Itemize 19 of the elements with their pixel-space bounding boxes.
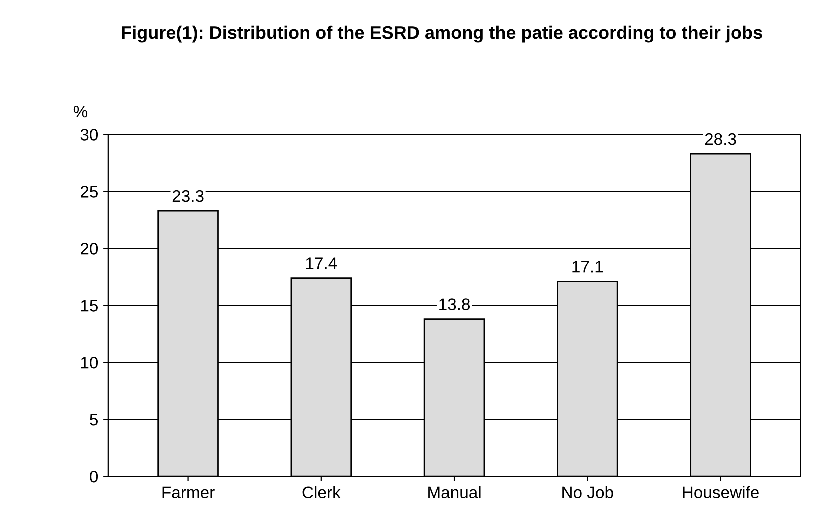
data-label: 17.4 xyxy=(306,258,338,270)
data-label: 23.3 xyxy=(172,190,204,202)
y-tick-label: 10 xyxy=(81,357,98,369)
x-tick-label: No Job xyxy=(562,486,614,499)
x-tick-label: Clerk xyxy=(302,486,341,499)
y-axis-title: % xyxy=(74,106,88,118)
y-tick-label: 0 xyxy=(90,470,98,483)
data-label: 13.8 xyxy=(440,298,470,310)
x-tick-label: Housewife xyxy=(683,486,759,499)
y-tick-label: 5 xyxy=(90,414,98,426)
data-label: 28.3 xyxy=(705,133,736,146)
y-tick-label: 20 xyxy=(81,243,98,255)
y-tick-label: 30 xyxy=(80,129,98,141)
chart-title: Figure(1): Distribution of the ESRD among the patie according to their jobs xyxy=(122,26,762,43)
x-tick-label: Farmer xyxy=(162,486,215,499)
x-tick-label: Manual xyxy=(428,486,481,499)
y-tick-label: 25 xyxy=(81,186,98,198)
y-tick-label: 15 xyxy=(81,300,98,312)
data-label: 17.1 xyxy=(572,261,604,273)
